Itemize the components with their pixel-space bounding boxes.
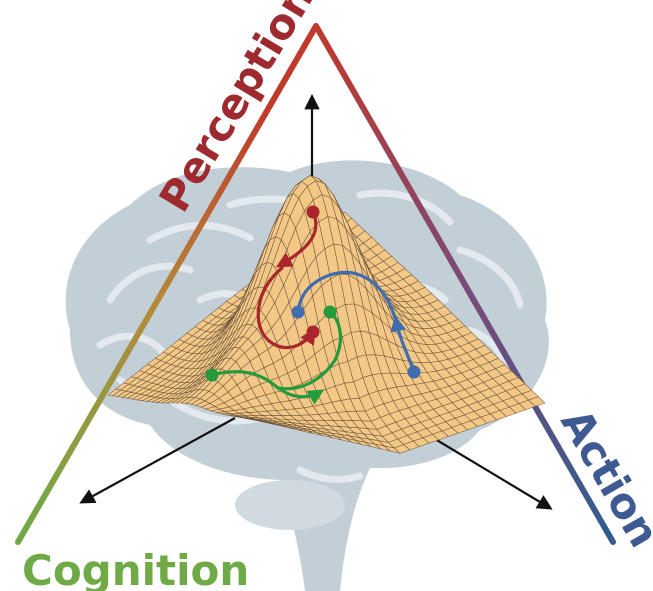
label-action: Action (551, 401, 653, 556)
trajectory-green-start-dot (205, 368, 219, 382)
surface-cell (528, 396, 546, 407)
triangle-edge-left (15, 23, 319, 545)
trajectories (205, 205, 421, 405)
triangle-edge-right (313, 23, 616, 545)
trajectory-green-branch (276, 310, 343, 391)
trajectory-blue-end-dot (291, 305, 305, 319)
trajectory-blue-arc (296, 270, 397, 320)
trajectory-red-end-dot (306, 325, 320, 339)
trajectory-red-loop (256, 266, 316, 350)
arrow-down-left-icon (79, 417, 236, 504)
trajectory-blue-start-dot (407, 365, 421, 379)
triangle-frame (15, 23, 616, 545)
trajectory-red-start-dot (306, 205, 320, 219)
energy-landscape-surface (107, 175, 546, 454)
label-cognition: Cognition (22, 546, 249, 591)
trajectory-green-end-dot (323, 305, 337, 319)
